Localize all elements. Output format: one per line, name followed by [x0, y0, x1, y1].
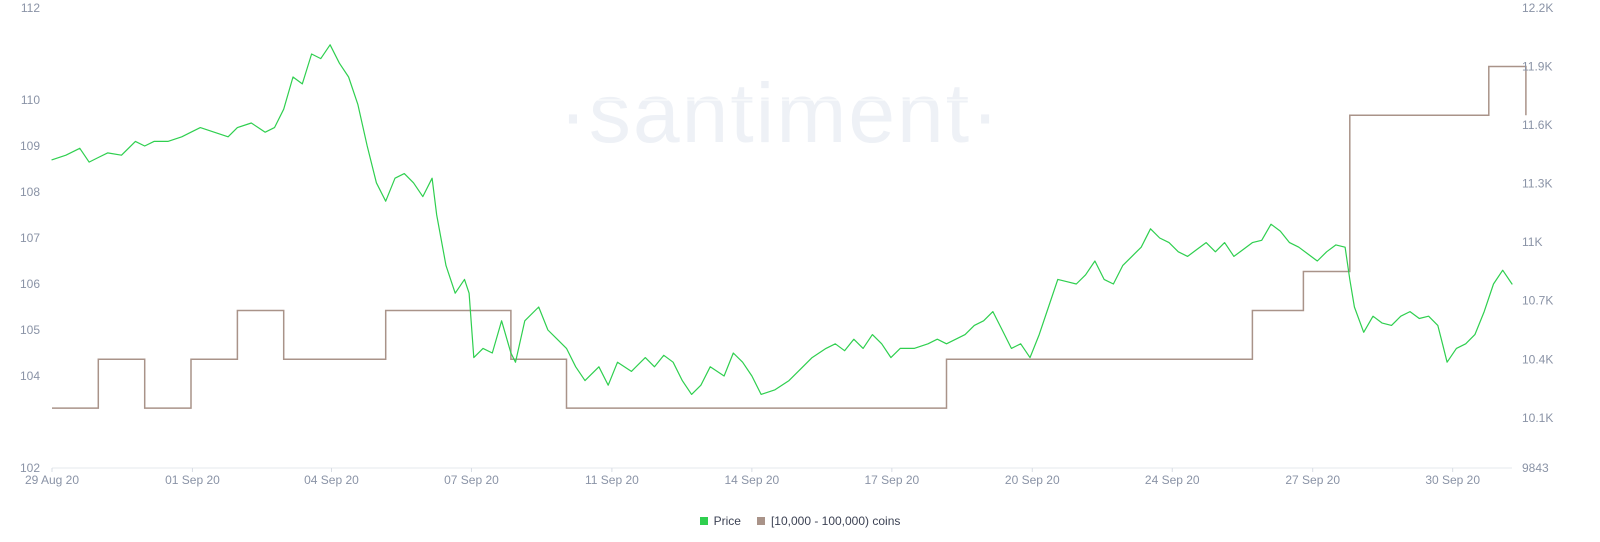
legend-item-coins[interactable]: [10,000 - 100,000) coins: [756, 514, 901, 528]
y-right-tick-label: 12.2K: [1522, 1, 1553, 15]
x-tick-label: 07 Sep 20: [444, 473, 499, 487]
series-line-coins: [52, 65, 1527, 409]
y-right-tick-label: 11K: [1522, 235, 1542, 249]
x-tick-label: 04 Sep 20: [304, 473, 359, 487]
legend-swatch-coins: [756, 517, 765, 525]
y-left-tick-label: 104: [20, 369, 40, 383]
x-tick-label: 14 Sep 20: [725, 473, 780, 487]
x-tick-label: 11 Sep 20: [585, 473, 639, 487]
legend-label-coins: [10,000 - 100,000) coins: [770, 514, 901, 528]
x-tick-label: 01 Sep 20: [165, 473, 220, 487]
y-right-tick-label: 11.9K: [1522, 60, 1552, 74]
x-tick-label: 30 Sep 20: [1425, 473, 1480, 487]
y-right-tick-label: 10.1K: [1522, 411, 1553, 425]
y-right-tick-label: 10.7K: [1522, 294, 1553, 308]
x-tick-label: 17 Sep 20: [864, 473, 919, 487]
legend-swatch-price: [699, 517, 708, 525]
y-left-tick-label: 105: [20, 323, 40, 337]
x-tick-label: 27 Sep 20: [1285, 473, 1340, 487]
y-left-tick-label: 112: [21, 1, 40, 15]
y-left-tick-label: 102: [20, 461, 40, 475]
y-left-tick-label: 107: [20, 231, 40, 245]
y-right-tick-label: 10.4K: [1522, 352, 1553, 366]
watermark: ·santiment·: [559, 66, 1001, 160]
legend-label-price: Price: [713, 514, 741, 528]
y-right-tick-label: 11.6K: [1522, 118, 1552, 132]
y-left-tick-label: 110: [21, 93, 40, 107]
y-right-tick-label: 9843: [1522, 461, 1549, 475]
axis-layer: 102 104 105 106 107 108 109 110 112 9843 10.1K 10.4…: [20, 1, 1553, 487]
y-right-tick-label: 11.3K: [1522, 177, 1552, 191]
chart-legend: Price [10,000 - 100,000) coins: [0, 514, 1600, 528]
y-left-tick-label: 109: [20, 139, 40, 153]
x-tick-label: 20 Sep 20: [1005, 473, 1060, 487]
x-tick-label: 29 Aug 20: [25, 473, 79, 487]
series-line-price: [51, 44, 1513, 395]
y-left-tick-label: 106: [20, 277, 40, 291]
legend-item-price[interactable]: Price: [699, 514, 741, 528]
series-layer: [51, 44, 1527, 409]
x-tick-label: 24 Sep 20: [1145, 473, 1200, 487]
y-left-tick-label: 108: [20, 185, 40, 199]
